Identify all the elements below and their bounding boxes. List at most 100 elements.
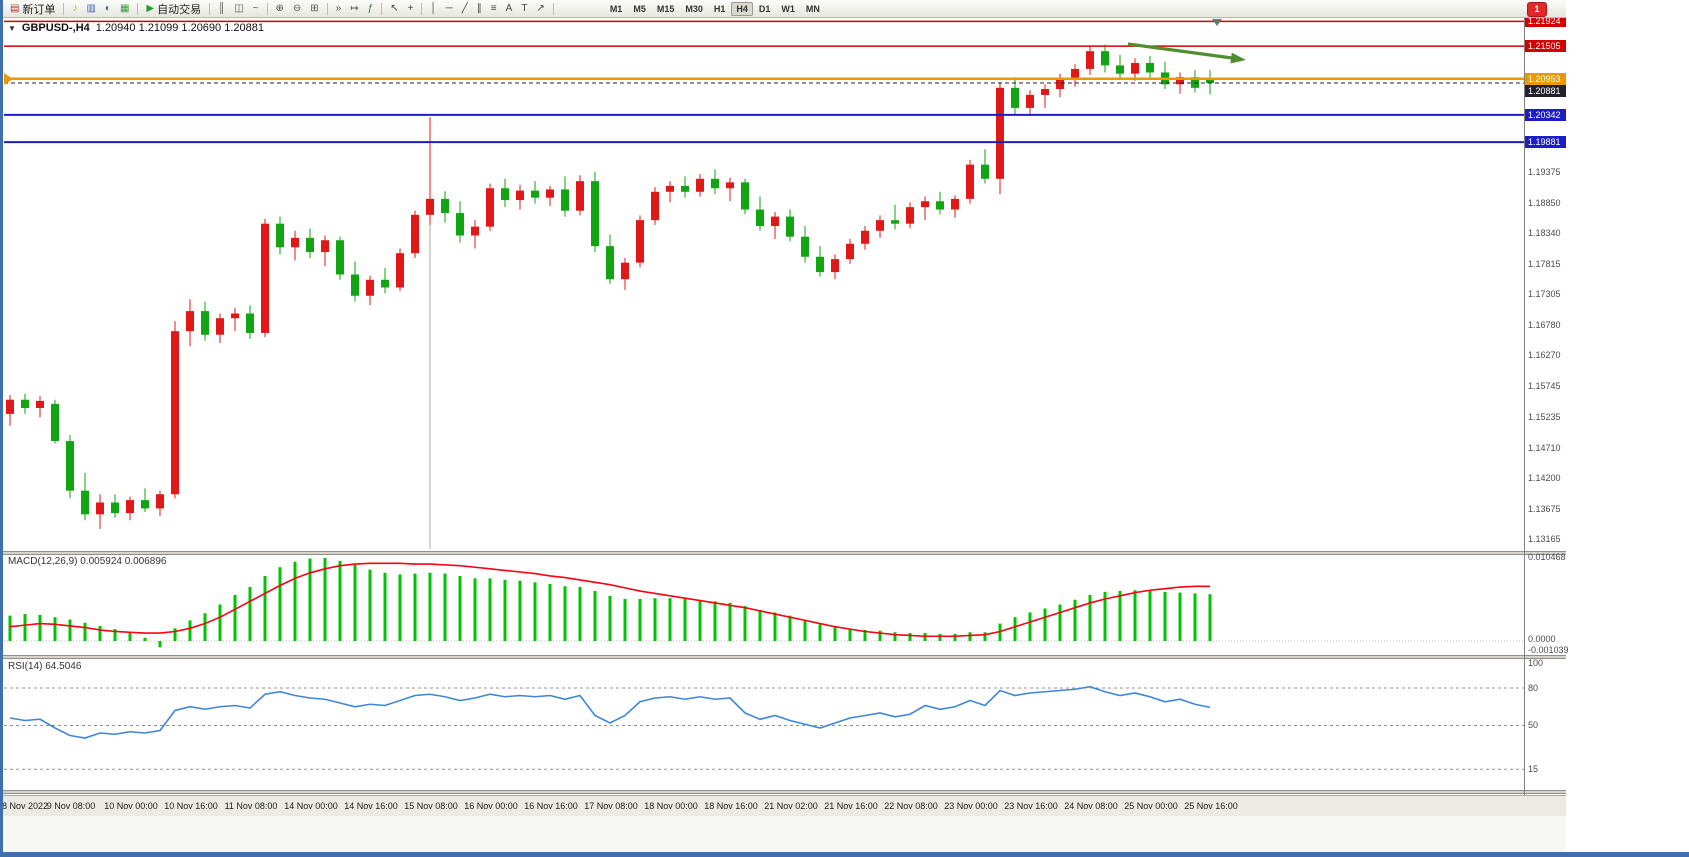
macd-histogram-bar (908, 633, 912, 641)
macd-histogram-bar (398, 574, 402, 641)
new-order-button[interactable]: ▤ 新订单 (6, 0, 59, 17)
macd-histogram-bar (683, 598, 687, 641)
vertical-line-tool-button[interactable]: │ (426, 0, 440, 17)
cursor-button[interactable]: ↖ (386, 0, 402, 17)
candle (291, 237, 299, 248)
price-level-badge: 1.19881 (1525, 136, 1566, 149)
candle (936, 201, 944, 210)
panel-splitter-bottom[interactable] (3, 790, 1566, 794)
horizontal-line-tool-icon: ─ (445, 2, 453, 14)
notification-badge[interactable]: 1 (1527, 2, 1547, 17)
macd-histogram-bar (428, 572, 432, 641)
timeframe-w1-button[interactable]: W1 (781, 3, 795, 14)
candle (801, 236, 809, 257)
candle (321, 240, 329, 253)
timeframe-m5-button[interactable]: M5 (633, 3, 646, 14)
macd-indicator-label: MACD(12,26,9) 0.005924 0.006896 (8, 556, 167, 567)
navigator-button[interactable]: ◐ (101, 0, 115, 17)
macd-histogram-bar (1058, 604, 1062, 641)
indicators-button[interactable]: ƒ (364, 0, 378, 17)
zoom-in-button[interactable]: ⊕ (272, 0, 288, 17)
macd-histogram-bar (743, 606, 747, 641)
label-tool-button[interactable]: T (517, 0, 531, 17)
channel-tool-button[interactable]: ∥ (473, 0, 486, 17)
rsi-scale-tick: 50 (1528, 720, 1539, 730)
trendline-tool-button[interactable]: ╱ (458, 0, 472, 17)
auto-scroll-icon: » (335, 2, 342, 14)
macd-scale-tick: 0.010468 (1528, 552, 1566, 562)
price-tick: 1.14200 (1528, 472, 1561, 483)
candlestick-chart-button[interactable]: ◫ (230, 0, 247, 17)
macd-histogram-bar (938, 633, 942, 641)
chart-shift-button[interactable]: ↦ (346, 0, 362, 17)
time-axis-label: 8 Nov 2022 (2, 801, 49, 811)
one-click-trading-toggle[interactable]: ▼ (8, 23, 16, 33)
macd-histogram-bar (758, 610, 762, 641)
time-axis-label: 17 Nov 08:00 (584, 801, 638, 811)
candle (1101, 51, 1109, 66)
zoom-in-icon: ⊕ (275, 2, 284, 14)
trendline-tool-icon: ╱ (461, 2, 468, 14)
candle (816, 256, 824, 273)
macd-histogram-bar (1088, 595, 1092, 641)
candle (261, 223, 269, 333)
sound-alert-button[interactable]: ♪ (68, 0, 81, 17)
panel-splitter-rsi[interactable] (3, 655, 1566, 659)
macd-histogram-bar (473, 578, 477, 641)
time-axis-label: 16 Nov 16:00 (524, 801, 578, 811)
macd-histogram-bar (278, 567, 282, 641)
macd-histogram-bar (638, 598, 642, 641)
tile-windows-button[interactable]: ⊞ (306, 0, 322, 17)
market-watch-button[interactable]: ▥ (82, 0, 99, 17)
price-tick: 1.16270 (1528, 350, 1561, 361)
timeframe-d1-button[interactable]: D1 (758, 3, 771, 14)
candle (111, 502, 119, 514)
crosshair-button[interactable]: + (404, 0, 418, 17)
horizontal-line-tool-button[interactable]: ─ (442, 0, 457, 17)
chart-header: ▼ GBPUSD-,H4 1.20940 1.21099 1.20690 1.2… (8, 22, 264, 34)
auto-scroll-button[interactable]: » (332, 0, 346, 17)
line-chart-button[interactable]: ~ (249, 0, 263, 17)
crosshair-icon: + (407, 2, 414, 14)
trend-arrow[interactable] (1127, 42, 1233, 60)
candle (666, 185, 674, 192)
macd-signal-line (9, 562, 1210, 638)
candle (606, 246, 614, 280)
time-axis[interactable]: 8 Nov 2022 9 Nov 08:00 10 Nov 00:00 10 Nov … (0, 795, 1566, 816)
macd-histogram-bar (368, 569, 372, 641)
timeframe-m1-button[interactable]: M1 (609, 3, 623, 14)
macd-histogram-bar (158, 641, 162, 648)
auto-trading-label: 自动交易 (157, 3, 202, 16)
candle (1086, 51, 1094, 69)
candle (351, 274, 359, 296)
time-axis-label: 9 Nov 08:00 (46, 801, 96, 811)
timeframe-m15-button[interactable]: M15 (656, 3, 675, 14)
timeframe-h1-button[interactable]: H1 (713, 3, 726, 14)
text-tool-button[interactable]: A (502, 0, 517, 17)
candle (981, 164, 989, 179)
panel-splitter-macd[interactable] (3, 551, 1566, 555)
arrows-tool-button[interactable]: ↗ (532, 0, 548, 17)
candle (246, 313, 254, 333)
auto-trading-button[interactable]: ▶ 自动交易 (142, 0, 205, 17)
price-tick: 1.19375 (1528, 167, 1561, 177)
timeframe-h4-button[interactable]: H4 (731, 1, 753, 16)
candle (861, 230, 869, 244)
macd-histogram-bar (338, 560, 342, 641)
candle (756, 209, 764, 227)
terminal-button[interactable]: ▦ (116, 0, 133, 17)
zoom-out-button[interactable]: ⊖ (289, 0, 305, 17)
candle (96, 502, 104, 515)
candle (1176, 77, 1184, 85)
price-scale[interactable]: 1.19375 1.18850 1.18340 1.17815 1.17305 1.167… (1525, 0, 1569, 857)
toolbar-separator (326, 2, 328, 15)
timeframe-mn-button[interactable]: MN (805, 3, 820, 14)
fibonacci-tool-button[interactable]: ≡ (487, 0, 501, 17)
rsi-indicator-label: RSI(14) 64.5046 (8, 661, 82, 672)
macd-histogram-bar (983, 632, 987, 641)
candle (471, 226, 479, 236)
macd-histogram-bar (83, 622, 87, 641)
bar-chart-button[interactable]: ║ (214, 0, 229, 17)
timeframe-m30-button[interactable]: M30 (685, 3, 703, 14)
